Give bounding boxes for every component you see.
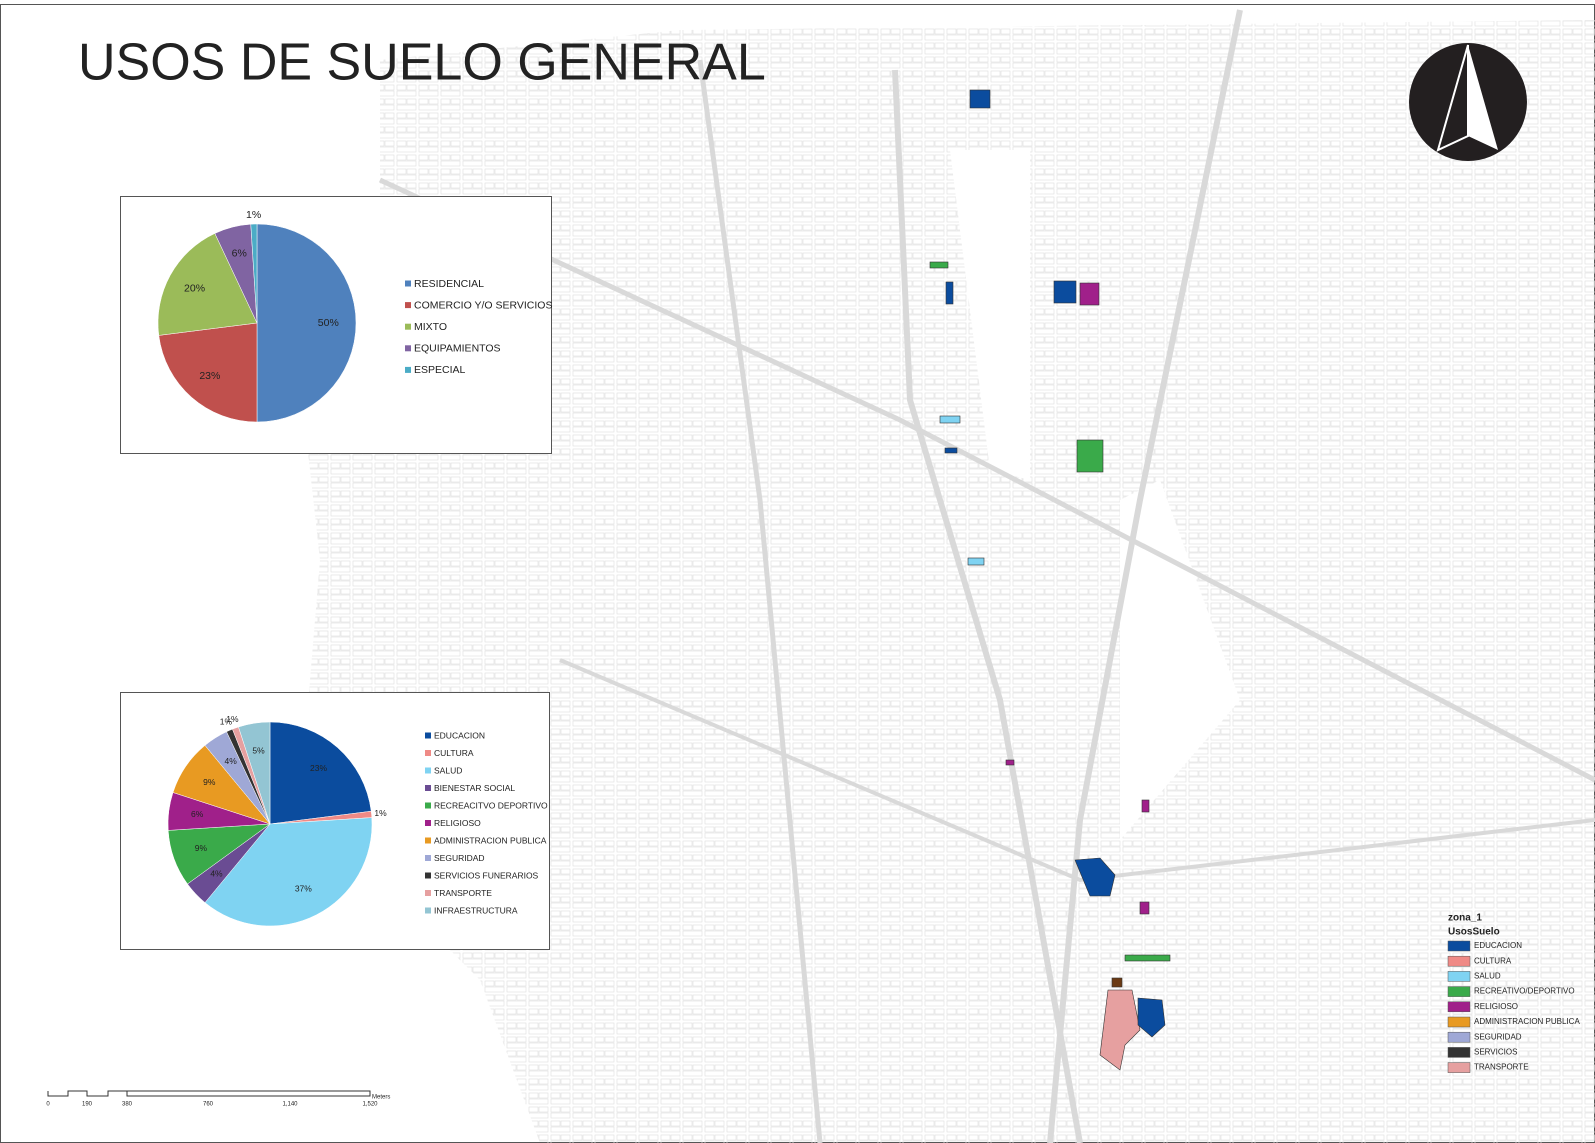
legend-label: MIXTO	[414, 321, 447, 333]
parcel	[930, 262, 948, 268]
legend-label: COMERCIO Y/O SERVICIOS	[414, 299, 552, 311]
legend-layer: zona_1	[1448, 913, 1482, 924]
legend-swatch	[425, 838, 431, 844]
legend-label: RECREATIVO/DEPORTIVO	[1474, 987, 1575, 996]
legend-label: TRANSPORTE	[434, 888, 492, 898]
parcel	[946, 282, 953, 304]
value-label: 37%	[295, 884, 312, 894]
legend-swatch	[425, 768, 431, 774]
legend-swatch	[425, 820, 431, 826]
legend-label: RESIDENCIAL	[414, 278, 484, 290]
parcel	[1125, 955, 1170, 961]
legend-label: RELIGIOSO	[1474, 1002, 1518, 1011]
parcel	[1142, 800, 1149, 812]
legend-swatch	[405, 302, 411, 308]
legend-swatch	[1448, 1002, 1470, 1012]
scale-label: 190	[82, 1102, 93, 1108]
legend-swatch	[425, 855, 431, 861]
value-label: 23%	[310, 763, 327, 773]
value-label: 20%	[184, 282, 205, 294]
legend-label: EDUCACION	[1474, 941, 1522, 950]
legend-swatch	[1448, 1047, 1470, 1057]
legend-label: EDUCACION	[434, 730, 485, 740]
map-sheet: USOS DE SUELO GENERAL 50% RESIDENCIAL 23% C…	[0, 0, 1595, 1143]
legend-label: ADMINISTRACION PUBLICA	[434, 835, 547, 845]
legend-swatch	[425, 750, 431, 756]
page: { "title": "USOS DE SUELO GENERAL", "cha…	[0, 0, 1595, 1143]
legend-swatch	[405, 367, 411, 373]
legend-swatch	[1448, 1032, 1470, 1042]
value-label: 1%	[374, 808, 387, 818]
legend-swatch	[405, 345, 411, 351]
legend-label: TRANSPORTE	[1474, 1063, 1529, 1072]
legend-label: EQUIPAMIENTOS	[414, 343, 501, 355]
parcel	[1054, 281, 1076, 303]
legend-swatch	[425, 890, 431, 896]
value-label: 4%	[210, 869, 223, 879]
legend-swatch	[405, 281, 411, 287]
map-title: USOS DE SUELO GENERAL	[78, 34, 766, 92]
legend-label: SALUD	[1474, 972, 1501, 981]
value-label: 5%	[252, 746, 265, 756]
legend-label: CULTURA	[1474, 956, 1512, 965]
scale-label: 1,140	[282, 1102, 298, 1108]
value-label: 6%	[232, 248, 247, 260]
legend-label: BIENESTAR SOCIAL	[434, 783, 515, 793]
base-map	[300, 10, 1595, 1143]
legend-swatch	[1448, 1063, 1470, 1073]
value-label: 9%	[195, 843, 208, 853]
parcel	[970, 90, 990, 108]
scale-label: 380	[122, 1102, 133, 1108]
legend-swatch	[1448, 941, 1470, 951]
legend-swatch	[425, 873, 431, 879]
legend-label: SEGURIDAD	[434, 853, 485, 863]
legend-label: SEGURIDAD	[1474, 1032, 1522, 1041]
scale-label: 1,520	[362, 1102, 378, 1108]
north-arrow	[1409, 43, 1527, 161]
legend-label: ESPECIAL	[414, 364, 466, 376]
legend-swatch	[425, 733, 431, 739]
legend-swatch	[405, 324, 411, 330]
parcel	[1140, 902, 1149, 914]
value-label: 50%	[318, 317, 339, 329]
legend-label: SALUD	[434, 765, 462, 775]
value-label: 6%	[191, 809, 204, 819]
legend-label: CULTURA	[434, 748, 474, 758]
legend-label: RELIGIOSO	[434, 818, 481, 828]
legend-swatch	[1448, 1017, 1470, 1027]
value-label: 23%	[199, 370, 220, 382]
legend-swatch	[1448, 971, 1470, 981]
legend-swatch	[1448, 956, 1470, 966]
parcel	[940, 416, 960, 423]
parcel	[968, 558, 984, 565]
value-label: 4%	[225, 756, 238, 766]
value-label: 9%	[203, 777, 216, 787]
legend-swatch	[425, 908, 431, 914]
scale-label: 760	[203, 1102, 214, 1108]
legend-label: SERVICIOS	[1474, 1048, 1517, 1057]
legend-label: ADMINISTRACION PUBLICA	[1474, 1017, 1580, 1026]
parcel	[1006, 760, 1014, 765]
parcel	[1112, 978, 1122, 987]
legend-label: SERVICIOS FUNERARIOS	[434, 870, 539, 880]
scale-unit: Meters	[372, 1095, 390, 1101]
legend-swatch	[425, 785, 431, 791]
parcel	[945, 448, 957, 453]
value-label: 1%	[246, 209, 261, 221]
value-label: 1%	[226, 714, 239, 724]
legend-field: UsosSuelo	[1448, 927, 1500, 938]
parcel	[1077, 440, 1103, 472]
legend-label: INFRAESTRUCTURA	[434, 905, 518, 915]
parcel	[1080, 283, 1099, 305]
legend-swatch	[425, 803, 431, 809]
legend-label: RECREACITVO DEPORTIVO	[434, 800, 548, 810]
legend-swatch	[1448, 987, 1470, 997]
